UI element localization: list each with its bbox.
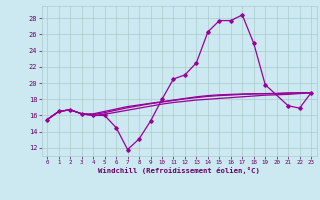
X-axis label: Windchill (Refroidissement éolien,°C): Windchill (Refroidissement éolien,°C) [98, 167, 260, 174]
